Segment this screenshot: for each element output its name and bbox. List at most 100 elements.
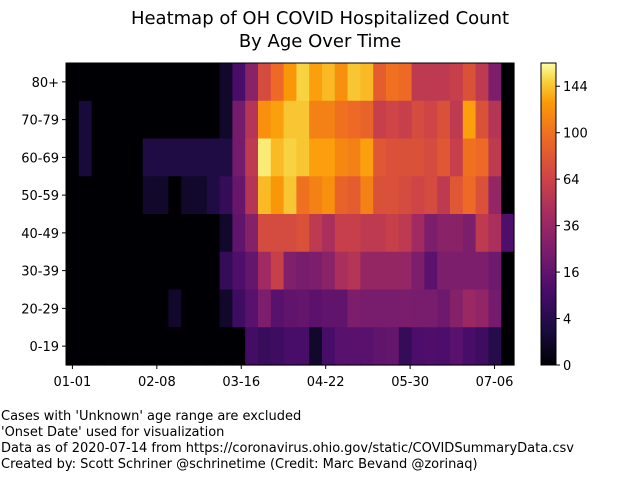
heatmap-cell bbox=[245, 214, 259, 253]
y-tick-label: 20-29 bbox=[21, 302, 59, 317]
heatmap-cell bbox=[168, 251, 182, 291]
heatmap-cell bbox=[322, 100, 336, 140]
heatmap-cell bbox=[219, 214, 233, 253]
heatmap-cell bbox=[245, 251, 259, 291]
heatmap-cell bbox=[181, 289, 195, 328]
heatmap-cell bbox=[437, 214, 451, 253]
colorbar: 0 4 16 36 64 100 144 bbox=[540, 62, 588, 374]
heatmap-cell bbox=[462, 176, 477, 215]
heatmap-cell bbox=[450, 289, 464, 328]
heatmap-cell bbox=[322, 63, 336, 102]
heatmap-cell bbox=[117, 138, 131, 177]
heatmap-cell bbox=[117, 100, 131, 140]
heatmap-cell bbox=[181, 251, 195, 291]
heatmap-cell bbox=[424, 176, 438, 215]
heatmap-cell bbox=[437, 327, 451, 366]
heatmap-cell bbox=[270, 63, 285, 102]
colorbar-tick-label: 4 bbox=[563, 313, 571, 328]
heatmap-cell bbox=[283, 214, 297, 253]
heatmap-cell bbox=[462, 327, 477, 366]
colorbar-tick-label: 0 bbox=[563, 359, 571, 374]
heatmap-cell bbox=[411, 138, 425, 177]
heatmap-cell bbox=[258, 327, 272, 366]
heatmap-cell bbox=[347, 327, 361, 366]
heatmap-cell bbox=[219, 138, 233, 177]
heatmap-cell bbox=[194, 214, 208, 253]
heatmap-cell bbox=[283, 289, 297, 328]
heatmap-cell bbox=[347, 251, 361, 291]
x-tick-label: 04-22 bbox=[307, 375, 345, 390]
heatmap-cell bbox=[104, 138, 118, 177]
heatmap-cell bbox=[462, 214, 477, 253]
heatmap-cell bbox=[78, 214, 93, 253]
heatmap-cell bbox=[194, 327, 208, 366]
heatmap-cell bbox=[194, 100, 208, 140]
heatmap-cell bbox=[117, 214, 131, 253]
heatmap-cell bbox=[373, 63, 387, 102]
heatmap-cell bbox=[437, 138, 451, 177]
heatmap-cell bbox=[347, 63, 361, 102]
heatmap-cell bbox=[398, 214, 413, 253]
heatmap-cell bbox=[181, 327, 195, 366]
heatmap-cell bbox=[360, 63, 374, 102]
x-axis: 01-01 02-08 03-16 04-22 05-30 07-06 bbox=[54, 365, 514, 390]
heatmap-cell bbox=[168, 138, 182, 177]
heatmap-cell bbox=[104, 251, 118, 291]
heatmap-cell bbox=[168, 327, 182, 366]
heatmap-cell bbox=[245, 289, 259, 328]
heatmap-cell bbox=[245, 176, 259, 215]
heatmap-cell bbox=[501, 138, 515, 177]
heatmap-cell bbox=[155, 63, 169, 102]
heatmap-cell bbox=[283, 138, 297, 177]
y-tick-label: 70-79 bbox=[21, 114, 59, 129]
heatmap-cell bbox=[296, 214, 310, 253]
plot-frame bbox=[65, 62, 515, 366]
footnote-1: Cases with 'Unknown' age range are exclu… bbox=[1, 409, 302, 424]
heatmap-cell bbox=[194, 176, 208, 215]
heatmap-cell bbox=[386, 63, 400, 102]
heatmap-cell bbox=[322, 251, 336, 291]
heatmap-cell bbox=[130, 100, 144, 140]
heatmap-cell bbox=[373, 289, 387, 328]
heatmap-cell bbox=[334, 176, 349, 215]
heatmap-cell bbox=[475, 100, 489, 140]
heatmap-cell bbox=[66, 214, 80, 253]
heatmap-cell bbox=[78, 289, 93, 328]
heatmap-cell bbox=[488, 327, 502, 366]
heatmap-cell bbox=[501, 289, 515, 328]
heatmap-cell bbox=[219, 327, 233, 366]
heatmap-cell bbox=[168, 214, 182, 253]
colorbar-tick-label: 16 bbox=[563, 266, 580, 281]
heatmap-cell bbox=[488, 63, 502, 102]
heatmap-cell bbox=[411, 63, 425, 102]
heatmap-cell bbox=[66, 289, 80, 328]
heatmap-cell bbox=[91, 63, 105, 102]
heatmap-cell bbox=[168, 63, 182, 102]
heatmap-cell bbox=[130, 138, 144, 177]
heatmap-cell bbox=[437, 100, 451, 140]
heatmap-cell bbox=[155, 176, 169, 215]
heatmap-cell bbox=[398, 327, 413, 366]
heatmap-cell bbox=[219, 63, 233, 102]
heatmap-cell bbox=[117, 176, 131, 215]
heatmap-cell bbox=[78, 327, 93, 366]
heatmap-cell bbox=[450, 63, 464, 102]
heatmap-cell bbox=[411, 327, 425, 366]
heatmap-cells bbox=[66, 63, 515, 366]
heatmap-cell bbox=[142, 100, 157, 140]
heatmap-cell bbox=[78, 100, 93, 140]
x-tick-label: 07-06 bbox=[476, 375, 514, 390]
heatmap-cell bbox=[194, 289, 208, 328]
footnote-4: Created by: Scott Schriner @schrinetime … bbox=[1, 457, 478, 472]
heatmap-cell bbox=[501, 214, 515, 253]
heatmap-cell bbox=[373, 100, 387, 140]
heatmap-cell bbox=[91, 289, 105, 328]
heatmap-cell bbox=[398, 176, 413, 215]
heatmap-cell bbox=[270, 251, 285, 291]
footnote-2: 'Onset Date' used for visualization bbox=[1, 425, 225, 440]
heatmap-cell bbox=[437, 289, 451, 328]
heatmap-cell bbox=[424, 138, 438, 177]
heatmap-cell bbox=[347, 138, 361, 177]
heatmap-cell bbox=[245, 138, 259, 177]
heatmap-cell bbox=[91, 176, 105, 215]
